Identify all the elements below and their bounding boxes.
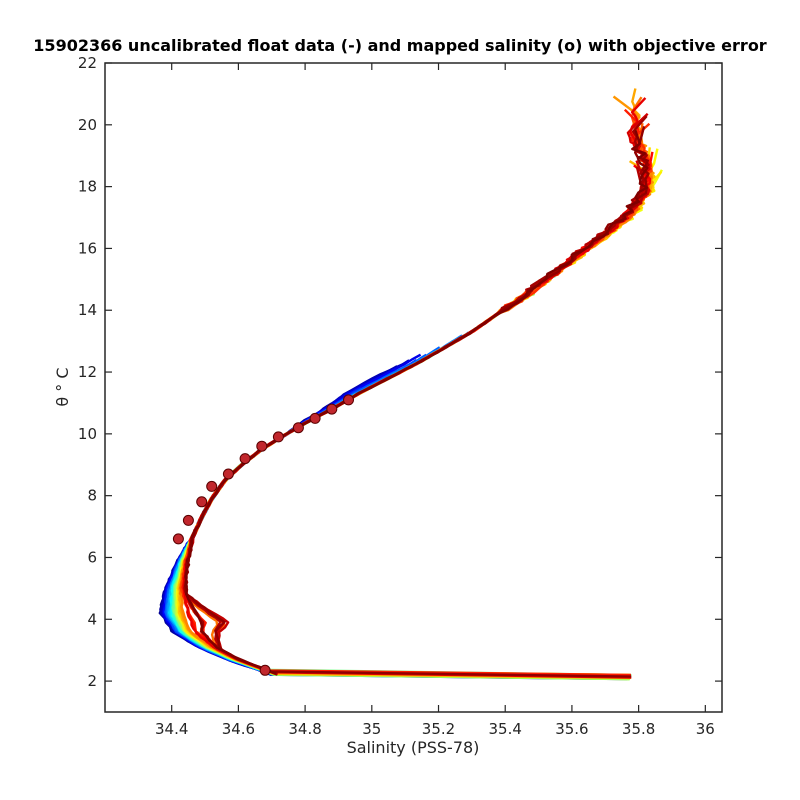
x-tick-label: 36 <box>696 720 715 738</box>
mapped-salinity-point <box>172 533 184 545</box>
x-axis-label: Salinity (PSS-78) <box>347 738 480 757</box>
mapped-salinity-point <box>182 514 194 526</box>
mapped-salinity-point <box>206 480 218 492</box>
y-tick-label: 14 <box>78 301 97 319</box>
y-tick-label: 2 <box>87 672 97 690</box>
mapped-salinity-markers <box>172 394 354 676</box>
mapped-salinity-point <box>326 403 338 415</box>
mapped-salinity-point <box>292 422 304 434</box>
x-tick-label: 35.6 <box>555 720 588 738</box>
y-tick-label: 8 <box>87 487 97 505</box>
chart-title: 15902366 uncalibrated float data (-) and… <box>33 36 767 55</box>
mapped-salinity-point <box>343 394 354 406</box>
y-tick-label: 20 <box>78 116 97 134</box>
x-tick-label: 34.8 <box>288 720 321 738</box>
mapped-salinity-point <box>239 453 251 465</box>
x-axis: 34.4 34.6 34.8 35 35.2 35.4 35.6 35.8 36 <box>155 63 715 738</box>
mapped-salinity-point <box>272 431 284 443</box>
y-tick-label: 12 <box>78 363 97 381</box>
mapped-salinity-point <box>196 496 208 508</box>
y-tick-label: 16 <box>78 239 97 257</box>
x-tick-label: 34.6 <box>222 720 255 738</box>
x-tick-label: 35 <box>362 720 381 738</box>
y-axis: 2 4 6 8 10 12 14 16 18 20 22 <box>78 54 722 690</box>
x-tick-label: 35.2 <box>422 720 455 738</box>
y-tick-label: 6 <box>87 548 97 566</box>
y-tick-label: 18 <box>78 178 97 196</box>
plot-frame <box>104 62 723 713</box>
y-tick-label: 10 <box>78 425 97 443</box>
x-tick-label: 35.8 <box>622 720 655 738</box>
mapped-salinity-point <box>309 412 321 424</box>
x-tick-label: 34.4 <box>155 720 188 738</box>
x-tick-label: 35.4 <box>489 720 522 738</box>
y-axis-label: θ ° C <box>53 367 72 406</box>
y-tick-label: 22 <box>78 54 97 72</box>
mapped-salinity-point <box>256 440 268 452</box>
mapped-salinity-point <box>259 664 271 676</box>
y-tick-label: 4 <box>87 610 97 628</box>
mapped-salinity-point <box>222 468 234 480</box>
